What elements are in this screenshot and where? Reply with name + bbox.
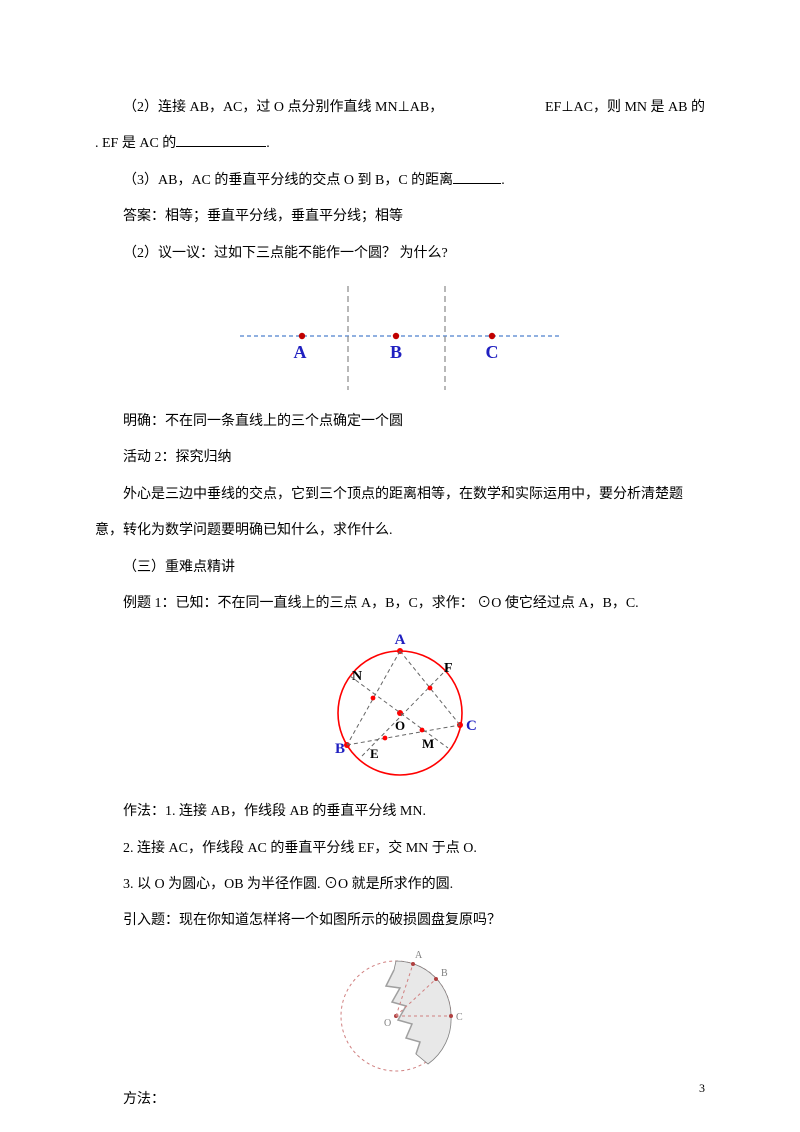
para-14: 引入题：现在你知道怎样将一个如图所示的破损圆盘复原吗？ (95, 903, 705, 939)
svg-text:A: A (294, 342, 307, 362)
para-8: 外心是三边中垂线的交点，它到三个顶点的距离相等，在数学和实际运用中，要分析清楚题… (95, 477, 705, 550)
svg-text:C: C (466, 718, 477, 734)
para-10: 例题 1：已知：不在同一直线上的三点 A，B，C，求作： ⊙O 使它经过点 A，… (95, 586, 705, 622)
svg-text:O: O (395, 718, 405, 733)
para-9: （三）重难点精讲 (95, 550, 705, 586)
svg-text:N: N (352, 669, 362, 684)
para-2: . EF 是 AC 的. (95, 126, 705, 162)
para-5: （2）议一议：过如下三点能不能作一个圆？ 为什么? (95, 236, 705, 272)
para-13: 3. 以 O 为圆心，OB 为半径作圆. ⊙O 就是所求作的圆. (95, 867, 705, 903)
para-15: 方法： (95, 1082, 705, 1118)
para-11: 作法：1. 连接 AB，作线段 AB 的垂直平分线 MN. (95, 794, 705, 830)
blank (176, 133, 266, 147)
svg-text:B: B (441, 968, 448, 979)
svg-text:M: M (422, 736, 434, 751)
svg-text:C: C (456, 1012, 463, 1023)
text: . EF 是 AC 的 (95, 136, 176, 151)
svg-text:B: B (335, 741, 345, 757)
text: . (266, 136, 270, 151)
text: EF⊥AC，则 MN 是 AB 的 (545, 90, 705, 126)
diagram-circumcircle: A B C O N F E M (300, 628, 500, 788)
para-1: （2）连接 AB，AC，过 O 点分别作直线 MN⊥AB， EF⊥AC，则 MN… (95, 90, 705, 126)
diagram-collinear-points: A B C (230, 278, 570, 398)
para-6: 明确：不在同一条直线上的三个点确定一个圆 (95, 404, 705, 440)
para-4: 答案：相等；垂直平分线，垂直平分线；相等 (95, 199, 705, 235)
para-12: 2. 连接 AC，作线段 AC 的垂直平分线 EF，交 MN 于点 O. (95, 831, 705, 867)
svg-text:C: C (486, 342, 499, 362)
page-number: 3 (699, 1073, 705, 1104)
svg-text:A: A (395, 632, 406, 648)
text: （2）连接 AB，AC，过 O 点分别作直线 MN⊥AB， (95, 90, 443, 126)
svg-text:A: A (415, 950, 423, 961)
para-3: （3）AB，AC 的垂直平分线的交点 O 到 B，C 的距离. (95, 163, 705, 199)
diagram-broken-disk: A B C O (320, 946, 480, 1076)
para-7: 活动 2：探究归纳 (95, 440, 705, 476)
blank (453, 170, 501, 184)
svg-text:B: B (390, 342, 402, 362)
text: （3）AB，AC 的垂直平分线的交点 O 到 B，C 的距离 (123, 173, 453, 188)
text: . (501, 173, 505, 188)
svg-text:F: F (444, 661, 453, 676)
svg-text:O: O (384, 1018, 391, 1029)
svg-text:E: E (370, 746, 379, 761)
